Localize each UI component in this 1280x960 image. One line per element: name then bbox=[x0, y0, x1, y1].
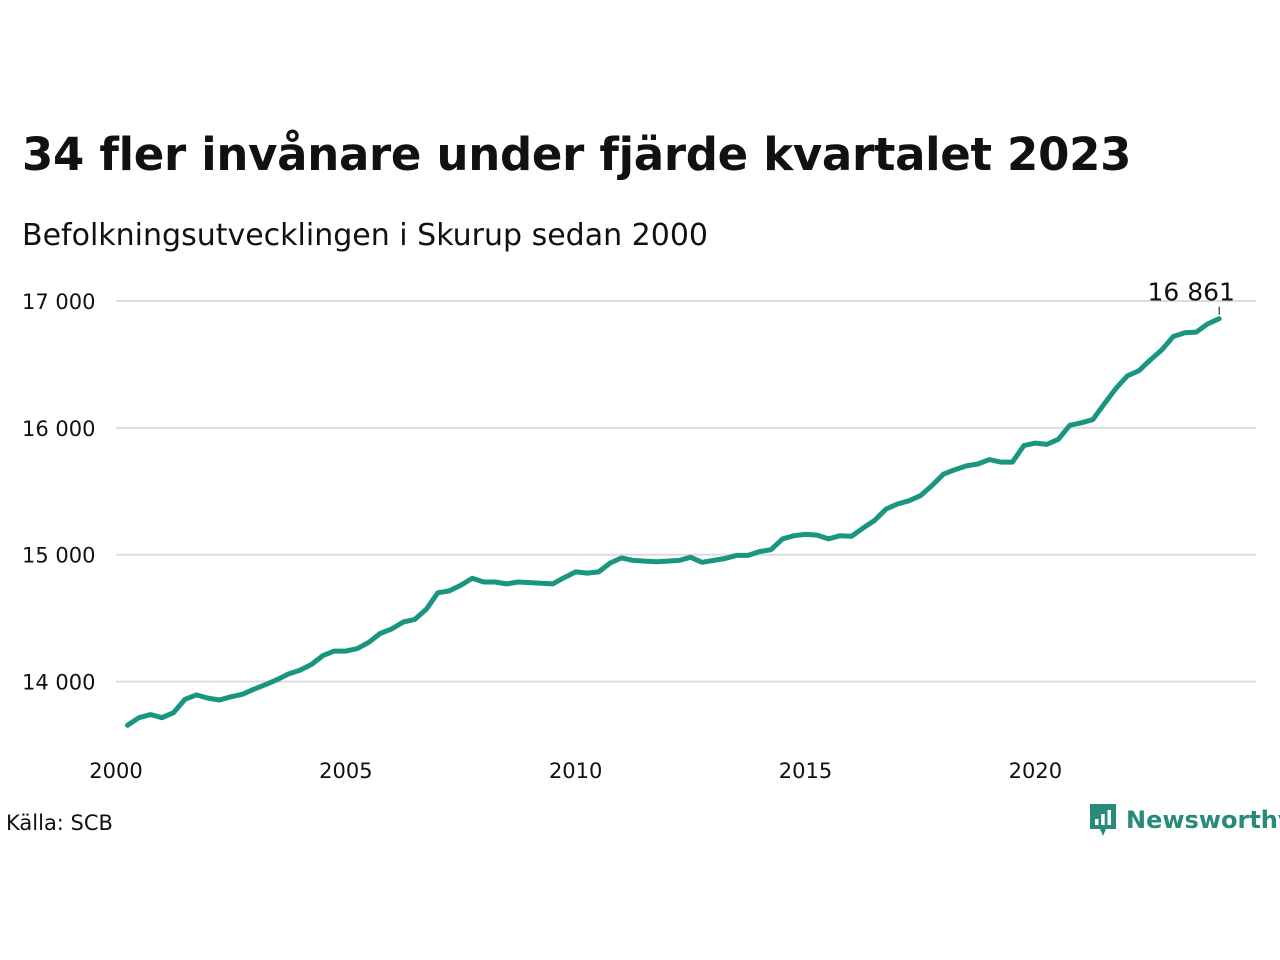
x-tick-label: 2000 bbox=[89, 759, 142, 783]
y-tick-label: 14 000 bbox=[22, 671, 95, 695]
end-value-label: 16 861 bbox=[1147, 278, 1234, 307]
source-note: Källa: SCB bbox=[6, 811, 113, 835]
chart-title: 34 fler invånare under fjärde kvartalet … bbox=[22, 128, 1132, 181]
x-tick-label: 2020 bbox=[1009, 759, 1062, 783]
x-tick-label: 2005 bbox=[319, 759, 372, 783]
y-tick-label: 17 000 bbox=[22, 290, 95, 314]
y-tick-label: 15 000 bbox=[22, 544, 95, 568]
newsworthy-logo-icon bbox=[1090, 804, 1116, 836]
brand-logo: Newsworthy bbox=[1088, 802, 1280, 838]
x-axis: 2000 2005 2010 2015 2020 bbox=[89, 759, 1062, 783]
brand-name: Newsworthy bbox=[1126, 806, 1280, 834]
x-tick-label: 2015 bbox=[779, 759, 832, 783]
series-line bbox=[125, 316, 1222, 728]
y-axis: 14 000 15 000 16 000 17 000 bbox=[22, 290, 95, 695]
chart-subtitle: Befolkningsutvecklingen i Skurup sedan 2… bbox=[22, 218, 709, 253]
x-tick-label: 2010 bbox=[549, 759, 602, 783]
gridlines bbox=[116, 300, 1256, 683]
y-tick-label: 16 000 bbox=[22, 417, 95, 441]
